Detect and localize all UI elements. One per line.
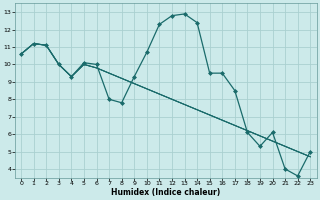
X-axis label: Humidex (Indice chaleur): Humidex (Indice chaleur): [111, 188, 220, 197]
